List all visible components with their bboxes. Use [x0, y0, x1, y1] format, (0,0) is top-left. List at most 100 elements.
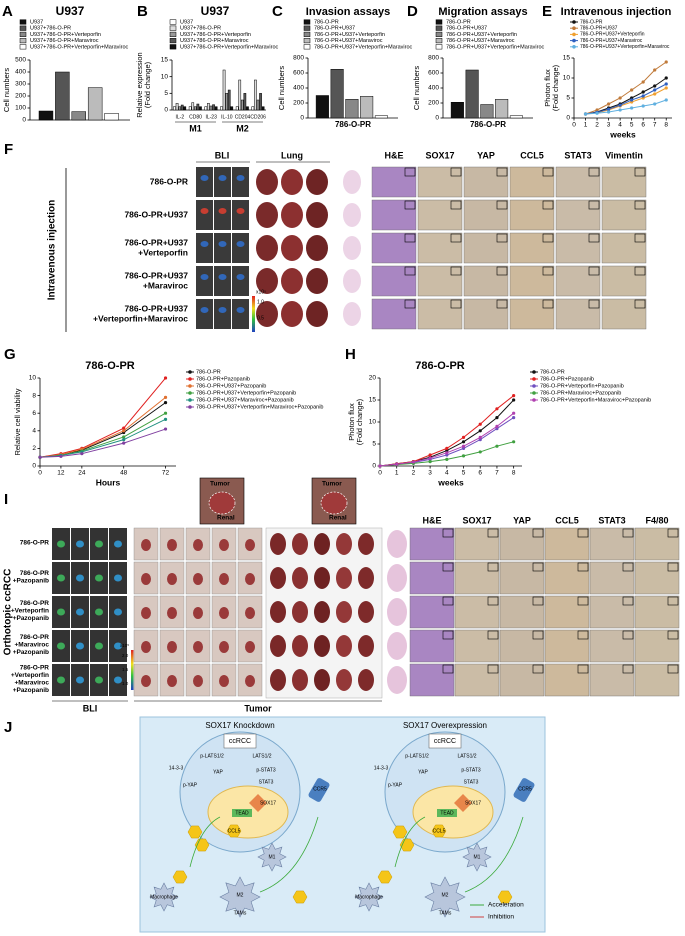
y-tick-label: 800	[428, 55, 439, 62]
micrograph	[555, 265, 601, 297]
bli-signal	[218, 274, 227, 280]
row-label: +Maraviroc	[14, 679, 49, 686]
data-point	[653, 84, 657, 88]
cell-star	[149, 882, 179, 912]
legend-label: U937	[180, 19, 193, 25]
inset-box	[404, 200, 416, 210]
tumor-photo	[141, 539, 151, 551]
inset-box	[634, 167, 646, 177]
x-tick-label: 5	[630, 122, 634, 129]
row-label: 786-O-PR	[150, 176, 188, 186]
legend-label: U937+786-O-PR+Verteporfin+Maraviroc	[30, 44, 129, 50]
x-tick-label: 6	[478, 470, 482, 477]
node-label: p-YAP	[388, 782, 403, 788]
data-point	[445, 453, 449, 457]
micrograph	[371, 199, 417, 231]
row-label: +Pazopanib	[13, 577, 49, 584]
y-tick-label: 5	[566, 95, 570, 102]
micrograph	[509, 265, 555, 297]
row-label: 786-O-PR+U937	[124, 237, 188, 247]
y-axis-label: Cell numbers	[277, 66, 286, 110]
data-point	[641, 104, 645, 108]
data-point	[478, 438, 482, 442]
micrograph	[417, 166, 463, 198]
node-label: p-LATS1/2	[200, 753, 224, 759]
bar	[240, 99, 244, 111]
chart-title: 786-O-PR	[415, 360, 465, 372]
section-image	[343, 236, 361, 260]
legend-swatch	[19, 19, 27, 25]
ccl5-shape	[497, 890, 513, 904]
row-label: 786-O-PR+U937	[124, 303, 188, 313]
bli-signal	[76, 676, 84, 684]
lung-image	[281, 301, 303, 327]
micrograph	[634, 629, 680, 663]
legend-label: U937+786-O-PR	[180, 26, 221, 32]
data-point	[583, 112, 588, 116]
bli-signal	[200, 175, 209, 181]
bar	[509, 115, 523, 119]
colorbar-tick: 1.0	[122, 681, 129, 686]
node-label: CCL5	[433, 828, 446, 834]
legend-label: 786-O-PR+U937+Verteporfin+Maraviroc+Pazo…	[196, 404, 324, 410]
data-point	[461, 444, 466, 448]
series-line	[585, 99, 667, 115]
lung-image	[306, 202, 328, 228]
inset-box	[577, 630, 589, 640]
ccl5-shape	[292, 890, 308, 904]
x-tick-label: 2	[595, 122, 599, 129]
arrow	[259, 816, 319, 893]
tumor-outline	[208, 491, 236, 515]
x-tick-label: 4	[618, 122, 622, 129]
x-tick-label: 786-O-PR	[335, 120, 371, 129]
bli-signal	[236, 241, 245, 247]
y-axis-label: Photon flux	[543, 69, 552, 107]
micrograph	[417, 265, 463, 297]
bli-image	[214, 266, 231, 296]
inset-box	[450, 299, 462, 309]
micrograph	[371, 166, 417, 198]
column-header: YAP	[477, 150, 495, 160]
bli-image	[196, 167, 213, 197]
legend-swatch	[169, 19, 177, 25]
micrograph	[499, 629, 545, 663]
data-point	[606, 102, 611, 106]
inset-box	[532, 528, 544, 538]
series-line	[39, 428, 166, 458]
mouse-photo	[237, 663, 263, 697]
bli-signal	[76, 608, 84, 616]
bar	[38, 110, 54, 121]
legend-label: 786-O-PR+Verteporfin+Maraviroc+Pazopanib	[540, 397, 651, 403]
micrograph	[634, 595, 680, 629]
row-label: +Verteporfin	[138, 247, 188, 257]
bli-signal	[236, 274, 245, 280]
inset-box	[542, 299, 554, 309]
micrograph	[555, 298, 601, 330]
inset-box	[622, 596, 634, 606]
micrograph	[634, 527, 680, 561]
micrograph	[544, 663, 590, 697]
legend-swatch	[188, 398, 192, 402]
bar	[374, 115, 388, 119]
bar	[71, 111, 86, 121]
tumor-specimen	[314, 601, 330, 623]
bar	[212, 104, 215, 111]
arrow	[394, 816, 426, 868]
lung-image	[281, 169, 303, 195]
series-line	[585, 83, 667, 115]
y-tick-label: 5	[164, 90, 168, 97]
tumor-photo	[193, 675, 203, 687]
bar	[330, 69, 344, 119]
sox17-shape	[454, 794, 472, 812]
row-label: +Pazopanib	[13, 649, 49, 656]
diagram-title: SOX17 Knockdown	[205, 721, 274, 730]
inset-box	[542, 167, 554, 177]
y-tick-label: 15	[161, 57, 169, 64]
data-point	[495, 424, 499, 428]
data-point	[428, 460, 432, 464]
cell-star	[462, 842, 492, 872]
y-tick-label: 400	[293, 85, 304, 92]
inset-label: Renal	[329, 515, 347, 522]
bli-signal	[57, 676, 65, 684]
data-point	[163, 427, 168, 431]
